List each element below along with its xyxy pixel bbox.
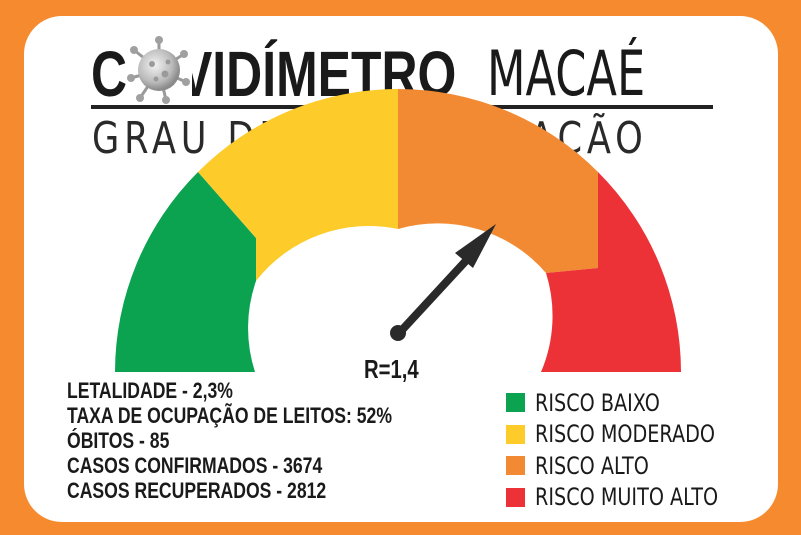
legend-label-moderado: RISCO MODERADO [535, 420, 715, 449]
gauge-zone-alto [398, 89, 598, 273]
risk-gauge [115, 89, 681, 372]
legend-label-muito-alto: RISCO MUITO ALTO [535, 483, 719, 512]
gauge-zone-baixo [115, 172, 256, 372]
legend-swatch-moderado [506, 424, 525, 444]
stat-ocupacao-leitos: TAXA DE OCUPAÇÃO DE LEITOS: 52% [67, 403, 392, 428]
legend-label-alto: RISCO ALTO [535, 451, 649, 480]
legend-swatch-muito-alto [506, 487, 525, 507]
legend-swatch-alto [506, 456, 525, 476]
legend-swatch-baixo [506, 393, 525, 413]
stat-casos-confirmados: CASOS CONFIRMADOS - 3674 [67, 453, 323, 478]
stat-casos-recuperados: CASOS RECUPERADOS - 2812 [67, 478, 327, 503]
virus-icon [126, 34, 192, 106]
stats-list: LETALIDADE - 2,3% TAXA DE OCUPAÇÃO DE LE… [67, 378, 487, 503]
stat-letalidade: LETALIDADE - 2,3% [67, 378, 233, 403]
gauge-needle [390, 224, 496, 341]
covidometro-card: CO VIDÍMETRO MACAÉ [24, 16, 778, 522]
gauge-reading: R=1,4 [364, 354, 419, 384]
title-part-macae: MACAÉ [486, 37, 645, 110]
legend-label-baixo: RISCO BAIXO [535, 388, 660, 417]
legend-item-alto: RISCO ALTO [506, 450, 766, 482]
gauge-zone-moderado [198, 89, 398, 281]
gauge-zone-muito-alto [541, 172, 681, 372]
stat-obitos: ÓBITOS - 85 [67, 428, 170, 453]
legend-item-baixo: RISCO BAIXO [506, 387, 766, 419]
legend-item-muito-alto: RISCO MUITO ALTO [506, 482, 766, 514]
legend-item-moderado: RISCO MODERADO [506, 419, 766, 451]
risk-legend: RISCO BAIXO RISCO MODERADO RISCO ALTO RI… [506, 387, 766, 513]
